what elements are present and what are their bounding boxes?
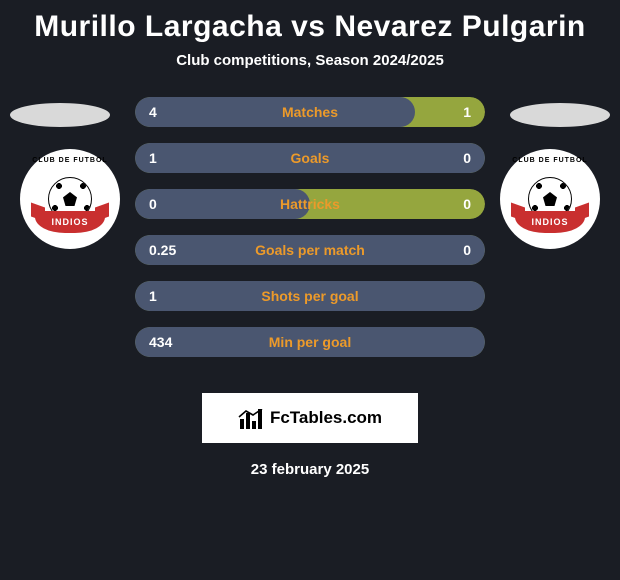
main-area: CLUB DE FUTBOL INDIOS CLUB DE FUTBOL IND… (0, 97, 620, 357)
club-arc-text-left: CLUB DE FUTBOL (32, 157, 107, 164)
date-label: 23 february 2025 (0, 461, 620, 478)
stat-value-left: 0.25 (135, 242, 189, 258)
club-banner-right: INDIOS (515, 211, 585, 233)
player-shadow-left (10, 103, 110, 127)
stat-value-right: 0 (431, 150, 485, 166)
stat-row: 4Matches1 (135, 97, 485, 127)
comparison-card: Murillo Largacha vs Nevarez Pulgarin Clu… (0, 0, 620, 478)
page-title: Murillo Largacha vs Nevarez Pulgarin (0, 6, 620, 52)
stat-label: Shots per goal (189, 288, 431, 304)
stat-value-left: 1 (135, 150, 189, 166)
club-badge-right: CLUB DE FUTBOL INDIOS (500, 149, 600, 249)
bar-chart-icon (238, 407, 264, 429)
brand-text: FcTables.com (270, 408, 382, 428)
club-badge-left: CLUB DE FUTBOL INDIOS (20, 149, 120, 249)
stat-value-right: 1 (431, 104, 485, 120)
stat-label: Min per goal (189, 334, 431, 350)
stat-value-left: 0 (135, 196, 189, 212)
stat-value-right: 0 (431, 196, 485, 212)
stat-label: Matches (189, 104, 431, 120)
stat-row: 1Shots per goal (135, 281, 485, 311)
stat-value-right: 0 (431, 242, 485, 258)
stat-value-left: 1 (135, 288, 189, 304)
player-shadow-right (510, 103, 610, 127)
stat-row: 0.25Goals per match0 (135, 235, 485, 265)
subtitle: Club competitions, Season 2024/2025 (0, 52, 620, 97)
stat-row: 0Hattricks0 (135, 189, 485, 219)
stat-value-left: 4 (135, 104, 189, 120)
stat-label: Goals (189, 150, 431, 166)
stat-label: Goals per match (189, 242, 431, 258)
stat-label: Hattricks (189, 196, 431, 212)
club-arc-text-right: CLUB DE FUTBOL (512, 157, 587, 164)
brand-box: FcTables.com (202, 393, 418, 443)
club-banner-left: INDIOS (35, 211, 105, 233)
stats-list: 4Matches11Goals00Hattricks00.25Goals per… (135, 97, 485, 357)
stat-row: 434Min per goal (135, 327, 485, 357)
trend-line-icon (238, 409, 264, 419)
stat-row: 1Goals0 (135, 143, 485, 173)
stat-value-left: 434 (135, 334, 189, 350)
